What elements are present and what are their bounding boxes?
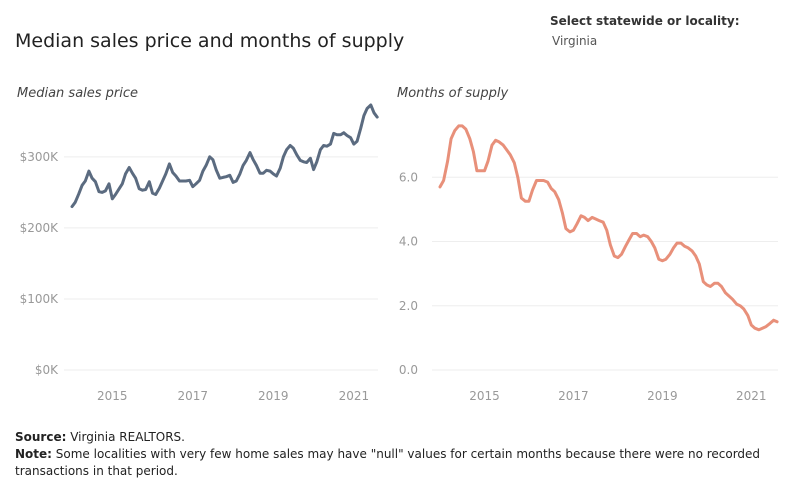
y-tick-label: $100K [20, 292, 60, 306]
x-tick-label: 2017 [178, 389, 209, 403]
x-tick-label: 2015 [469, 389, 500, 403]
selector-label: Select statewide or locality: [550, 14, 740, 28]
supply-chart-title: Months of supply [397, 86, 509, 101]
x-tick-label: 2021 [339, 389, 370, 403]
price-chart: $0K $100K $200K $300K 2015 2017 2019 2021 [20, 103, 379, 403]
source-label: Source: [15, 430, 67, 444]
series-line[interactable] [438, 124, 779, 332]
y-tick-label: 2.0 [399, 299, 418, 313]
source-note: Source: Virginia REALTORS. [15, 429, 185, 446]
footnote: Note: Some localities with very few home… [15, 446, 785, 480]
x-tick-label: 2021 [736, 389, 767, 403]
locality-selector[interactable]: Select statewide or locality: Virginia [550, 14, 740, 48]
x-tick-label: 2019 [647, 389, 678, 403]
x-tick-label: 2019 [258, 389, 289, 403]
series-line[interactable] [70, 103, 379, 209]
price-chart-title: Median sales price [17, 86, 139, 101]
y-tick-label: 6.0 [399, 170, 418, 184]
selector-value[interactable]: Virginia [552, 34, 598, 48]
y-tick-label: 0.0 [399, 363, 418, 377]
y-tick-label: $0K [35, 363, 59, 377]
y-tick-label: $300K [20, 150, 60, 164]
x-tick-label: 2017 [558, 389, 589, 403]
note-label: Note: [15, 447, 52, 461]
note-text: Some localities with very few home sales… [15, 447, 761, 478]
y-tick-label: 4.0 [399, 235, 418, 249]
supply-chart: 0.0 2.0 4.0 6.0 2015 2017 2019 2021 [399, 124, 779, 403]
source-text: Virginia REALTORS. [66, 430, 185, 444]
y-tick-label: $200K [20, 221, 60, 235]
page-title: Median sales price and months of supply [15, 30, 405, 52]
x-tick-label: 2015 [97, 389, 128, 403]
